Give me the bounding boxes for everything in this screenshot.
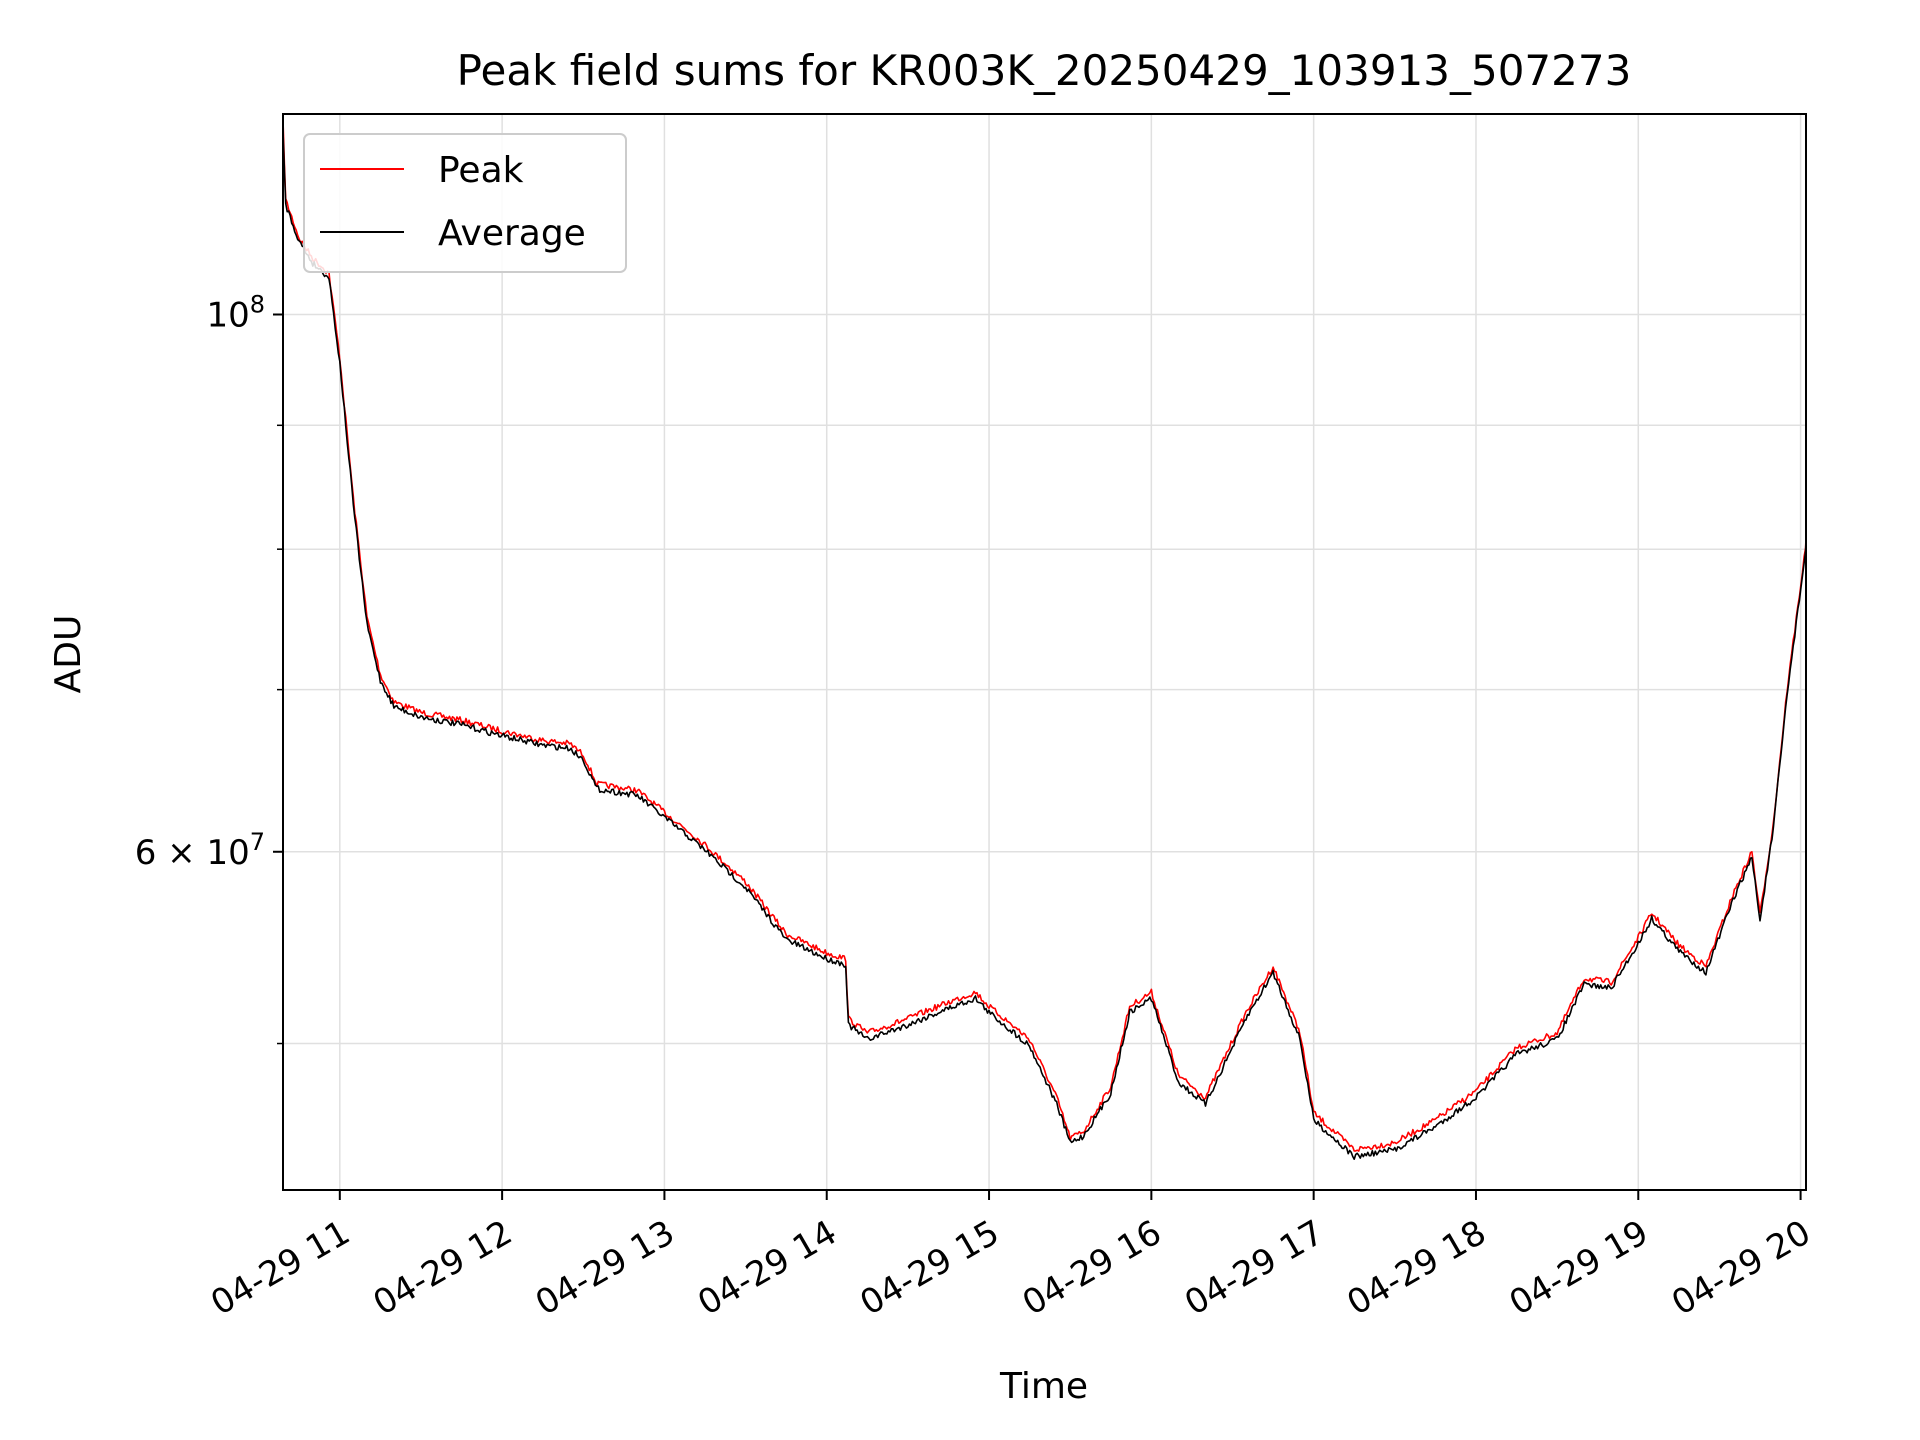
y-tick-label: 108 [206, 290, 265, 335]
x-tick-label: 04-29 17 [1178, 1213, 1330, 1324]
x-tick-label: 04-29 16 [1016, 1213, 1168, 1324]
legend-label-average: Average [438, 213, 586, 254]
x-tick-label: 04-29 11 [204, 1213, 356, 1324]
x-axis-label: Time [999, 1366, 1088, 1407]
x-tick-label: 04-29 18 [1340, 1213, 1492, 1324]
x-tick-label: 04-29 20 [1665, 1213, 1817, 1324]
y-tick-label: 6 × 107 [135, 828, 265, 873]
plot-frame [282, 113, 1807, 1191]
x-axis: 04-29 11 04-29 12 04-29 13 04-29 14 04-29 15… [204, 1190, 1817, 1324]
x-tick-label: 04-29 12 [367, 1213, 519, 1324]
y-axis: 108 6 × 107 [135, 290, 283, 1045]
series-line-peak [282, 113, 1807, 1152]
legend-label-peak: Peak [438, 150, 524, 191]
x-tick-label: 04-29 19 [1503, 1213, 1655, 1324]
grid [283, 114, 1806, 1190]
x-tick-label: 04-29 14 [691, 1213, 843, 1324]
chart-title: Peak field sums for KR003K_20250429_1039… [457, 46, 1632, 95]
y-axis-label: ADU [48, 615, 89, 694]
x-tick-label: 04-29 13 [529, 1213, 681, 1324]
x-tick-label: 04-29 15 [854, 1213, 1006, 1324]
legend: Peak Average [303, 133, 627, 273]
series-line-average [282, 131, 1807, 1160]
series-layer [282, 113, 1807, 1160]
